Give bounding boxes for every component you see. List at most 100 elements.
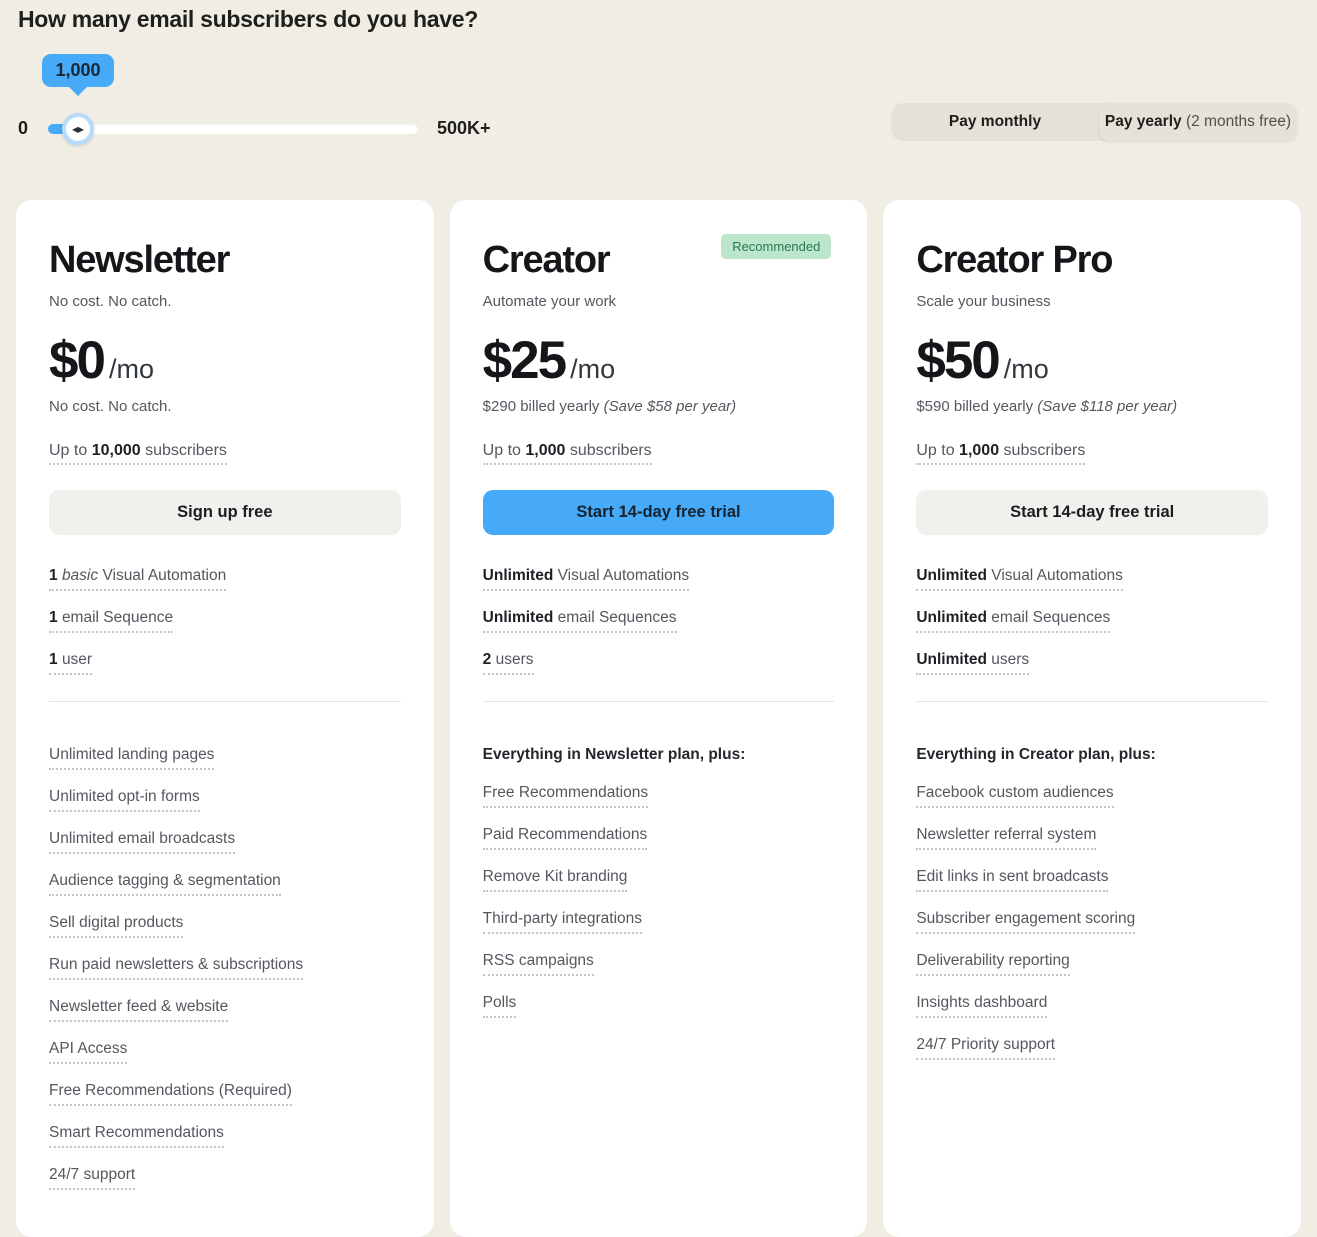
plan-name: Newsletter <box>49 239 230 281</box>
feature-label: Run paid newsletters & subscriptions <box>49 955 304 980</box>
feature-item: Paid Recommendations <box>482 825 835 850</box>
billing-period-toggle: Pay monthly Pay yearly (2 months free) <box>891 103 1297 141</box>
feature-item: API Access <box>49 1039 401 1064</box>
pricing-card: Recommended Creator Automate your work $… <box>449 200 868 1237</box>
more-features-section: Unlimited landing pages Unlimited opt-in … <box>49 745 401 1190</box>
pay-yearly-note: (2 months free) <box>1185 113 1292 130</box>
feature-item: Free Recommendations <box>482 783 835 808</box>
plan-price: $50 <box>916 331 1000 390</box>
feature-label: RSS campaigns <box>482 951 594 976</box>
feature-item: Sell digital products <box>49 913 401 938</box>
quick-feature-list: 1 basic Visual Automation 1 email Sequenc… <box>49 566 401 675</box>
feature-item: Edit links in sent broadcasts <box>916 867 1268 892</box>
feature-label: Unlimited email broadcasts <box>49 829 236 854</box>
pay-monthly-button[interactable]: Pay monthly <box>891 103 1099 141</box>
subscriber-limit: Up to 1,000 subscribers <box>916 442 1268 465</box>
card-divider <box>916 701 1269 702</box>
plan-tagline: Scale your business <box>916 293 1051 310</box>
feature-label: Visual Automation <box>102 567 227 584</box>
pricing-card: Newsletter No cost. No catch. $0 /mo No … <box>16 200 434 1237</box>
feature-item: Newsletter feed & website <box>49 997 401 1022</box>
feature-item: 1 email Sequence <box>49 608 401 633</box>
pricing-card: Creator Pro Scale your business $50 /mo … <box>883 200 1302 1237</box>
feature-count: Unlimited <box>482 609 554 626</box>
feature-item: Unlimited email Sequences <box>916 608 1268 633</box>
feature-label: Unlimited opt-in forms <box>49 787 200 812</box>
subscriber-limit-count: 10,000 <box>91 442 141 459</box>
pay-yearly-label: Pay yearly <box>1104 113 1182 130</box>
feature-item: Facebook custom audiences <box>916 783 1268 808</box>
subscriber-limit-count: 1,000 <box>525 442 566 459</box>
slider-handle[interactable]: ◂▸ <box>62 113 94 145</box>
slider-min-label: 0 <box>18 118 29 138</box>
subscriber-limit-prefix: Up to <box>482 442 521 459</box>
plan-name: Creator <box>482 239 611 281</box>
more-feature-list: Facebook custom audiences Newsletter refe… <box>916 783 1268 1060</box>
quick-feature-list: Unlimited Visual Automations Unlimited em… <box>482 566 835 675</box>
feature-label: Visual Automations <box>991 567 1123 584</box>
feature-item: Unlimited email broadcasts <box>49 829 401 854</box>
slider-max-label: 500K+ <box>437 118 491 138</box>
more-features-section: Everything in Newsletter plan, plus: Fre… <box>482 745 835 1018</box>
cta-button[interactable]: Start 14-day free trial <box>916 490 1269 535</box>
feature-item: Unlimited landing pages <box>49 745 401 770</box>
page-title: How many email subscribers do you have? <box>18 6 478 32</box>
feature-item: 24/7 support <box>49 1165 401 1190</box>
price-row: $25 /mo <box>483 332 835 390</box>
feature-item: Free Recommendations (Required) <box>49 1081 401 1106</box>
more-feature-list: Unlimited landing pages Unlimited opt-in … <box>49 745 401 1190</box>
feature-label: Deliverability reporting <box>916 951 1070 976</box>
feature-label: API Access <box>49 1039 128 1064</box>
plan-tagline: No cost. No catch. <box>49 293 172 310</box>
feature-count: 1 <box>49 567 58 584</box>
feature-label: user <box>61 651 93 668</box>
plan-inherits-header: Everything in Creator plan, plus: <box>916 746 1156 763</box>
billing-note-savings: (Save $118 per year) <box>1037 398 1178 415</box>
feature-count: Unlimited <box>482 567 554 584</box>
price-period: /mo <box>1003 354 1049 384</box>
feature-item: Newsletter referral system <box>916 825 1268 850</box>
subscriber-limit-prefix: Up to <box>49 442 88 459</box>
subscriber-limit-prefix: Up to <box>916 442 955 459</box>
pay-yearly-button[interactable]: Pay yearly (2 months free) <box>1099 103 1297 141</box>
card-divider <box>49 701 401 702</box>
feature-item: Unlimited Visual Automations <box>916 566 1268 591</box>
feature-label: users <box>991 651 1030 668</box>
cta-button[interactable]: Sign up free <box>49 490 401 535</box>
feature-label: Paid Recommendations <box>482 825 648 850</box>
subscriber-limit: Up to 1,000 subscribers <box>482 442 835 465</box>
billing-note-savings: (Save $58 per year) <box>603 398 737 415</box>
billing-note: No cost. No catch. <box>49 398 401 415</box>
feature-label: Remove Kit branding <box>482 867 628 892</box>
feature-qualifier: basic <box>61 567 99 584</box>
billing-note-text: $290 billed yearly <box>482 398 600 415</box>
feature-label: Free Recommendations (Required) <box>49 1081 292 1106</box>
feature-item: Polls <box>482 993 835 1018</box>
feature-label: email Sequence <box>61 609 174 626</box>
feature-label: Newsletter referral system <box>916 825 1097 850</box>
feature-item: Unlimited email Sequences <box>482 608 835 633</box>
plan-price: $0 <box>49 331 106 390</box>
plan-price: $25 <box>482 331 567 390</box>
more-feature-list: Free Recommendations Paid Recommendations… <box>482 783 835 1018</box>
feature-count: Unlimited <box>916 609 987 626</box>
feature-item: Unlimited opt-in forms <box>49 787 401 812</box>
subscriber-limit-suffix: subscribers <box>1003 442 1086 459</box>
recommended-badge: Recommended <box>721 234 832 259</box>
feature-label: Newsletter feed & website <box>49 997 229 1022</box>
feature-count: 1 <box>49 609 58 626</box>
feature-item: 24/7 Priority support <box>916 1035 1268 1060</box>
plan-inherits-header: Everything in Newsletter plan, plus: <box>482 746 746 763</box>
subscriber-slider-track[interactable]: ◂▸ <box>48 113 418 145</box>
feature-label: email Sequences <box>557 609 677 626</box>
feature-item: 2 users <box>482 650 835 675</box>
feature-count: Unlimited <box>916 651 987 668</box>
cta-button[interactable]: Start 14-day free trial <box>482 490 835 535</box>
feature-item: Insights dashboard <box>916 993 1268 1018</box>
feature-label: 24/7 support <box>49 1165 136 1190</box>
feature-label: 24/7 Priority support <box>916 1035 1056 1060</box>
slider-handle-arrows-icon: ◂▸ <box>71 122 85 136</box>
billing-note-text: $590 billed yearly <box>916 398 1034 415</box>
feature-item: RSS campaigns <box>482 951 835 976</box>
feature-count: 1 <box>49 651 58 668</box>
